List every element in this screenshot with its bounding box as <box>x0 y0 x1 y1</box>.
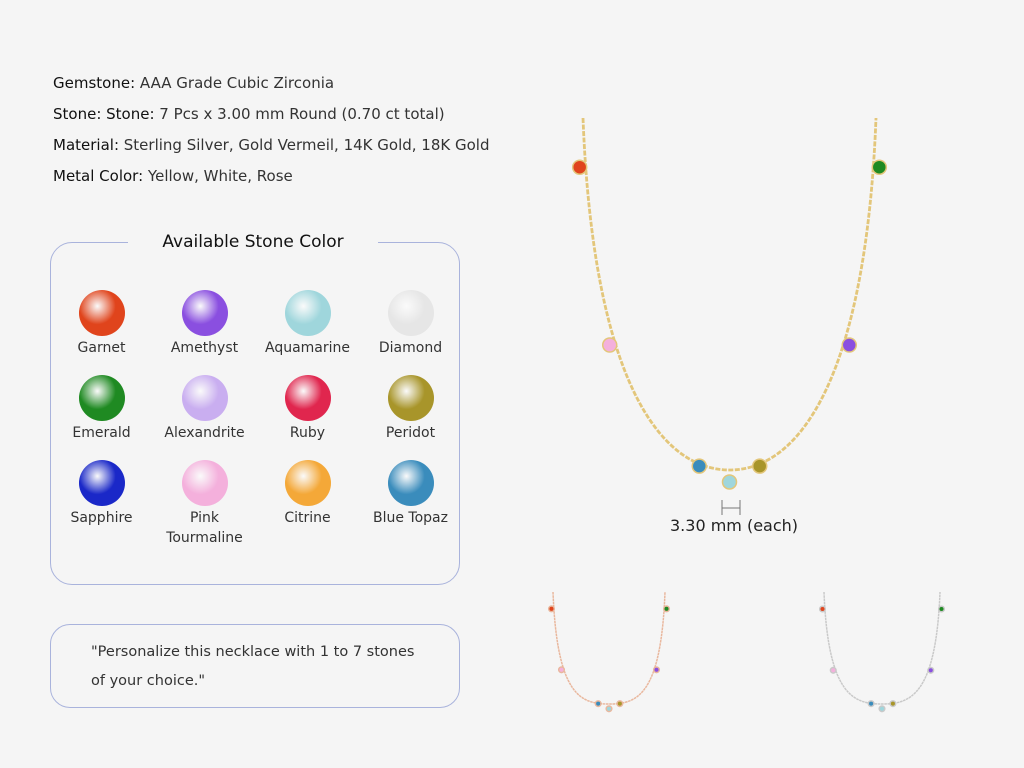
gem-icon <box>181 375 228 421</box>
gem-icon <box>284 375 331 421</box>
stone-name: Peridot <box>385 425 436 441</box>
stone-swatch-aquamarine: Aquamarine <box>256 290 359 358</box>
personalize-note: "Personalize this necklace with 1 to 7 s… <box>50 624 460 708</box>
white-necklace-stone <box>829 666 837 674</box>
spec-stone: Stone: Stone: 7 Pcs x 3.00 mm Round (0.7… <box>53 105 445 123</box>
stone-color-title: Available Stone Color <box>128 229 378 255</box>
white-necklace-stone <box>927 666 935 674</box>
spec-metal-color: Metal Color: Yellow, White, Rose <box>53 167 293 185</box>
stone-name: Citrine <box>284 510 331 526</box>
stone-swatch-garnet: Garnet <box>50 290 153 358</box>
stone-name: Ruby <box>289 425 326 441</box>
gem-icon <box>387 290 434 336</box>
stone-swatch-ruby: Ruby <box>256 375 359 443</box>
stone-size-label: 3.30 mm (each) <box>670 516 799 535</box>
yellow-necklace-stone <box>871 159 888 175</box>
gem-icon <box>387 375 434 421</box>
yellow-necklace-chain <box>581 117 878 472</box>
stone-name: Sapphire <box>70 510 133 526</box>
yellow-necklace-stone <box>721 474 738 490</box>
yellow-necklace-stone <box>571 159 588 175</box>
white-necklace-stone <box>818 605 827 613</box>
stone-swatch-diamond: Diamond <box>359 290 462 358</box>
gem-icon <box>78 375 125 421</box>
stone-name: Amethyst <box>170 340 239 356</box>
white-necklace-stone <box>937 605 946 613</box>
stone-swatch-pink-tourmaline: Pink Tourmaline <box>153 460 256 548</box>
rose-necklace-chain <box>552 591 666 705</box>
stone-swatch-emerald: Emerald <box>50 375 153 443</box>
yellow-necklace-stone <box>601 337 618 353</box>
stone-swatch-sapphire: Sapphire <box>50 460 153 548</box>
yellow-necklace-stone <box>841 337 858 353</box>
rose-necklace-stone <box>605 705 613 713</box>
gem-icon <box>284 460 331 506</box>
white-necklace-stone <box>878 705 886 713</box>
stone-name: Emerald <box>72 425 131 441</box>
yellow-necklace-stone <box>691 458 708 474</box>
gem-icon <box>181 460 228 506</box>
stone-swatch-alexandrite: Alexandrite <box>153 375 256 443</box>
white-necklace-stone <box>889 700 897 708</box>
white-necklace-stone <box>867 700 875 708</box>
stone-swatch-peridot: Peridot <box>359 375 462 443</box>
yellow-necklace-stone <box>751 458 768 474</box>
gem-icon <box>284 290 331 336</box>
stone-name: Aquamarine <box>264 340 351 356</box>
spec-material: Material: Sterling Silver, Gold Vermeil,… <box>53 136 490 154</box>
rose-necklace-stone <box>652 666 661 674</box>
white-necklace-chain <box>823 591 941 705</box>
stone-name: Blue Topaz <box>373 510 448 526</box>
stone-name: Alexandrite <box>164 425 245 441</box>
gem-icon <box>78 460 125 506</box>
rose-necklace-stone <box>616 700 624 708</box>
stone-swatch-citrine: Citrine <box>256 460 359 548</box>
stone-name: Garnet <box>77 340 126 356</box>
rose-necklace-stone <box>594 700 602 708</box>
stone-swatch-blue-topaz: Blue Topaz <box>359 460 462 548</box>
spec-gemstone: Gemstone: AAA Grade Cubic Zirconia <box>53 74 335 92</box>
product-specs: Gemstone: AAA Grade Cubic Zirconia Stone… <box>53 68 489 192</box>
gem-icon <box>387 460 434 506</box>
stone-swatch-amethyst: Amethyst <box>153 290 256 358</box>
gem-icon <box>78 290 125 336</box>
rose-necklace-stone <box>557 666 566 674</box>
stone-name: Pink Tourmaline <box>166 510 243 546</box>
rose-necklace-stone <box>547 605 556 613</box>
gem-icon <box>181 290 228 336</box>
stone-name: Diamond <box>378 340 443 356</box>
rose-necklace-stone <box>662 605 671 613</box>
stone-color-grid: Garnet Amethyst Aquamarine Diamond Emerald Al… <box>50 290 460 548</box>
